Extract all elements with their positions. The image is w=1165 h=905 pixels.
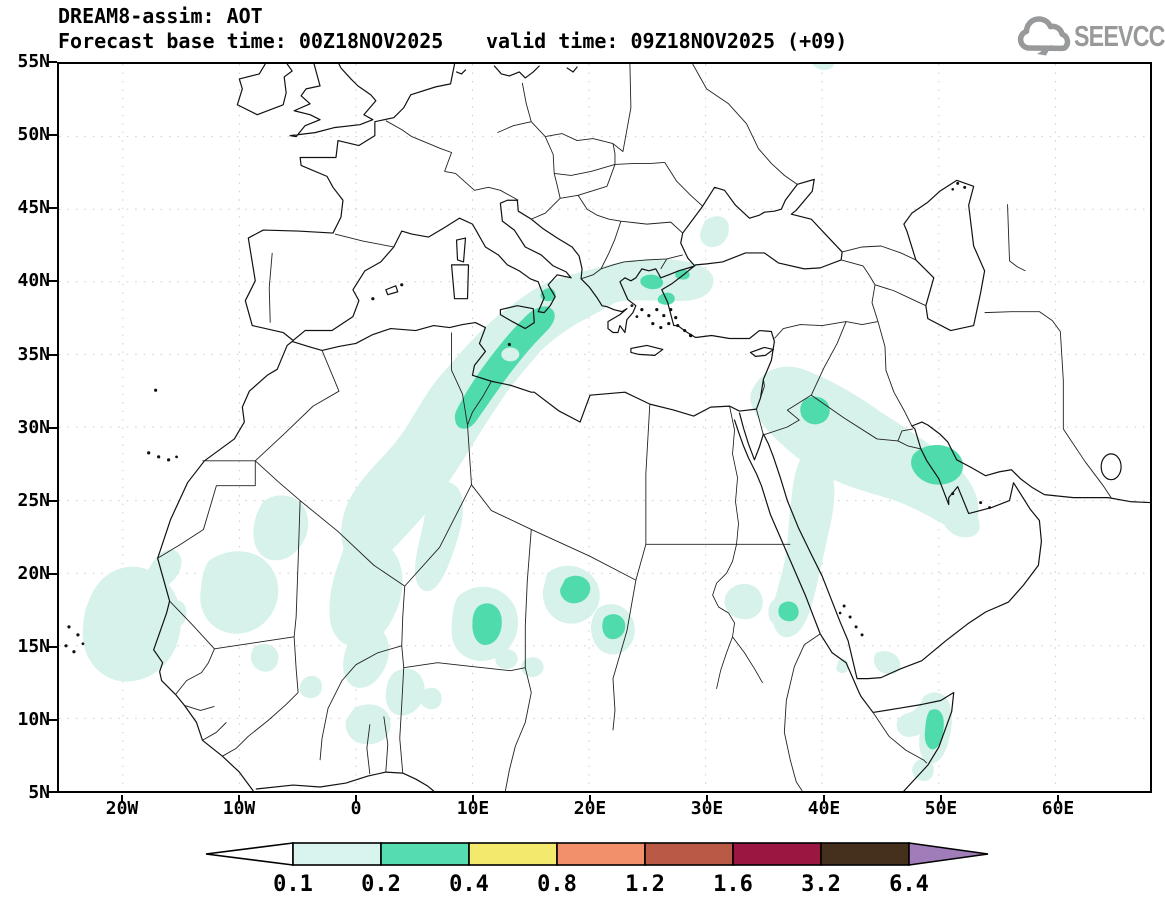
lon-tick-label: 30E (690, 798, 724, 819)
aot-light-region (82, 64, 980, 781)
lon-tick (355, 795, 357, 803)
forecast-base-time-label: Forecast base time: 00Z18NOV2025 (58, 29, 444, 53)
colorbar-cell (380, 842, 470, 866)
colorbar-cell (820, 842, 910, 866)
lat-tick-label: 10N (17, 709, 50, 730)
coastlines (153, 64, 1150, 791)
graticule (59, 64, 1150, 791)
colorbar-cell (732, 842, 822, 866)
page-title: DREAM8-assim: AOT (58, 4, 263, 28)
colorbar-label: 1.2 (625, 872, 665, 897)
lat-tick-label: 15N (17, 636, 50, 657)
valid-time-label: valid time: 09Z18NOV2025 (+09) (486, 29, 848, 53)
lat-tick-label: 5N (28, 782, 50, 803)
colorbar-label: 0.4 (449, 872, 489, 897)
lat-tick (47, 427, 57, 429)
lat-tick-label: 30N (17, 417, 50, 438)
seevccc-logo: SEEVCCC (1014, 16, 1165, 58)
country-borders (157, 64, 1112, 791)
map-area (57, 62, 1152, 793)
lon-tick-label: 50E (924, 798, 958, 819)
aot-band-hole (501, 347, 520, 362)
colorbar-over-arrow (908, 842, 989, 866)
lat-tick (47, 207, 57, 209)
lat-tick (47, 354, 57, 356)
lat-tick-label: 40N (17, 270, 50, 291)
lat-tick (47, 791, 57, 793)
logo-text: SEEVCCC (1074, 20, 1165, 53)
colorbar-label: 0.1 (273, 872, 313, 897)
cloud-arrow-icon (1017, 16, 1071, 56)
lon-tick-label: 10W (222, 798, 256, 819)
lat-tick (47, 280, 57, 282)
lon-tick-label: 40E (807, 798, 841, 819)
lon-tick (823, 795, 825, 803)
colorbar-label: 1.6 (713, 872, 753, 897)
lon-tick (238, 795, 240, 803)
aot-medium-region (454, 269, 964, 750)
lat-tick-label: 20N (17, 563, 50, 584)
colorbar-label: 3.2 (801, 872, 841, 897)
colorbar-cell (556, 842, 646, 866)
lat-tick-label: 35N (17, 344, 50, 365)
lat-tick-label: 55N (17, 51, 50, 72)
colorbar-cell (644, 842, 734, 866)
colorbar-under-arrow (205, 842, 294, 866)
lon-tick-label: 0 (350, 798, 362, 819)
lon-tick-label: 20E (573, 798, 607, 819)
lat-tick (47, 61, 57, 63)
lat-tick (47, 646, 57, 648)
colorbar-cell (292, 842, 382, 866)
colorbar-cell (468, 842, 558, 866)
colorbar-label: 0.8 (537, 872, 577, 897)
colorbar-label: 6.4 (889, 872, 929, 897)
lon-tick-label: 20W (105, 798, 139, 819)
lat-tick-label: 50N (17, 124, 50, 145)
lat-tick (47, 719, 57, 721)
lon-tick (589, 795, 591, 803)
lat-tick-label: 45N (17, 197, 50, 218)
lon-tick-label: 10E (456, 798, 490, 819)
lat-tick (47, 500, 57, 502)
lat-tick (47, 573, 57, 575)
aot-colorbar: 0.1 0.2 0.4 0.8 1.2 1.6 3.2 6.4 (200, 841, 992, 905)
lat-tick-label: 25N (17, 490, 50, 511)
lon-tick (940, 795, 942, 803)
lon-tick (121, 795, 123, 803)
lon-tick (706, 795, 708, 803)
lon-tick-label: 60E (1041, 798, 1075, 819)
lat-tick (47, 134, 57, 136)
lon-tick (1057, 795, 1059, 803)
colorbar-label: 0.2 (361, 872, 401, 897)
lon-tick (472, 795, 474, 803)
small-islands (64, 181, 992, 654)
